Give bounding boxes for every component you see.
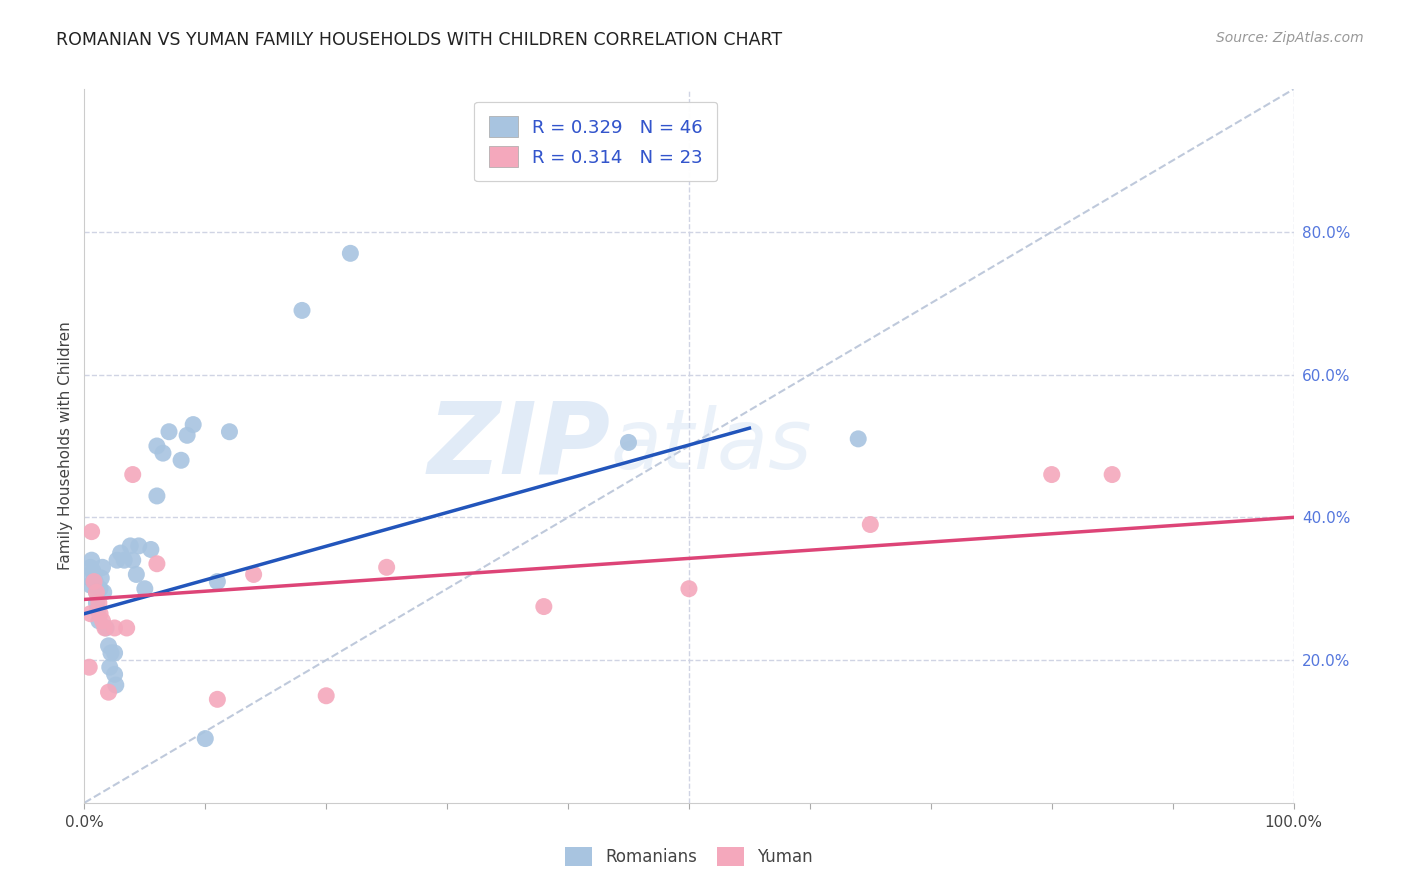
Text: ROMANIAN VS YUMAN FAMILY HOUSEHOLDS WITH CHILDREN CORRELATION CHART: ROMANIAN VS YUMAN FAMILY HOUSEHOLDS WITH… [56,31,782,49]
Legend: Romanians, Yuman: Romanians, Yuman [557,838,821,875]
Point [93,585,115,599]
Point [170,453,193,467]
Point [97,685,120,699]
Point [139,542,162,557]
Point [94,621,117,635]
Point [105,553,128,567]
Point [115,621,138,635]
Point [181,417,204,432]
Point [125,567,148,582]
Point [91,614,114,628]
Text: ZIP: ZIP [427,398,610,494]
Point [121,467,143,482]
Point [218,425,240,439]
Text: Source: ZipAtlas.com: Source: ZipAtlas.com [1216,31,1364,45]
Point [242,567,264,582]
Point [80,524,103,539]
Point [83,574,105,589]
Point [84,574,107,589]
Point [104,646,127,660]
Point [89,582,111,596]
Point [146,439,169,453]
Point [157,425,180,439]
Point [80,553,103,567]
Point [112,553,135,567]
Point [104,667,127,681]
Point [86,603,108,617]
Point [120,539,142,553]
Point [617,435,640,450]
Point [89,607,111,621]
Point [678,582,700,596]
Point [110,546,132,560]
Point [90,571,112,585]
Point [533,599,555,614]
Point [146,489,169,503]
Point [79,560,101,574]
Point [79,578,101,592]
Point [86,585,108,599]
Point [87,614,110,628]
Point [207,692,229,706]
Point [104,621,127,635]
Point [315,689,337,703]
Point [91,560,114,574]
Point [83,574,105,589]
Point [1101,467,1123,482]
Point [859,517,882,532]
Y-axis label: Family Households with Children: Family Households with Children [58,322,73,570]
Point [291,303,314,318]
Point [846,432,869,446]
Point [207,574,229,589]
Point [77,660,100,674]
Point [176,428,198,442]
Point [1040,467,1063,482]
Point [83,567,105,582]
Point [121,553,143,567]
Point [128,539,150,553]
Point [104,678,127,692]
Point [87,596,110,610]
Point [86,596,108,610]
Point [375,560,398,574]
Point [152,446,174,460]
Point [94,621,117,635]
Point [194,731,217,746]
Point [98,660,121,674]
Point [86,585,108,599]
Point [82,564,104,578]
Point [79,571,101,585]
Point [100,646,122,660]
Point [146,557,169,571]
Point [97,639,120,653]
Legend: R = 0.329   N = 46, R = 0.314   N = 23: R = 0.329 N = 46, R = 0.314 N = 23 [474,102,717,181]
Point [79,607,101,621]
Point [339,246,361,260]
Text: atlas: atlas [610,406,813,486]
Point [134,582,156,596]
